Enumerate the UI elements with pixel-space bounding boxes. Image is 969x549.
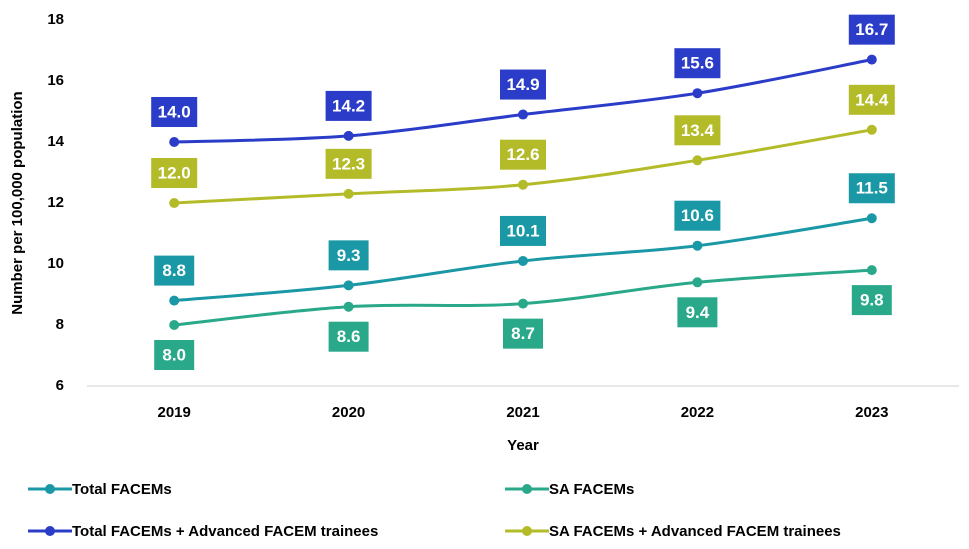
x-tick-label: 2019	[158, 404, 191, 421]
x-tick-label: 2023	[855, 404, 888, 421]
series-line	[174, 268, 872, 327]
data-label-box	[674, 200, 721, 231]
legend-marker	[45, 526, 55, 536]
y-tick-label: 8	[56, 316, 64, 333]
data-label-box	[500, 215, 546, 246]
data-label: 12.0	[158, 163, 191, 182]
data-label-box	[677, 297, 718, 328]
data-point	[866, 124, 877, 135]
data-label: 8.7	[511, 324, 535, 343]
y-tick-label: 6	[56, 377, 64, 394]
data-label-box	[154, 255, 195, 286]
data-label-box	[848, 14, 895, 45]
data-point	[518, 109, 528, 120]
data-label: 8.8	[162, 261, 186, 280]
data-label: 8.6	[337, 327, 361, 346]
data-point	[169, 137, 180, 147]
data-label-box	[674, 115, 721, 146]
data-label: 14.4	[855, 90, 889, 109]
x-tick-label: 2021	[506, 404, 539, 421]
data-point	[343, 301, 354, 312]
data-point	[692, 88, 703, 99]
x-tick-label: 2022	[681, 404, 714, 421]
data-point	[518, 179, 528, 190]
y-tick-label: 16	[47, 72, 64, 89]
data-point	[169, 198, 180, 208]
legend-label: SA FACEMs	[549, 481, 634, 498]
data-point	[692, 277, 703, 288]
data-label: 8.0	[162, 345, 186, 364]
data-label: 10.1	[506, 221, 539, 240]
data-point	[169, 295, 180, 306]
data-label-box	[500, 69, 546, 100]
data-label-box	[154, 340, 195, 370]
data-point	[518, 298, 528, 309]
data-label-box	[848, 84, 895, 115]
y-tick-label: 10	[47, 255, 64, 272]
y-tick-label: 14	[47, 133, 64, 150]
data-label: 9.4	[686, 303, 710, 322]
data-label: 15.6	[681, 54, 714, 73]
data-label: 11.5	[856, 179, 888, 198]
x-tick-label: 2020	[332, 404, 365, 421]
data-label: 9.8	[860, 291, 884, 310]
data-label-box	[848, 173, 895, 204]
data-label: 14.9	[506, 75, 539, 94]
legend-label: Total FACEMs + Advanced FACEM trainees	[72, 523, 378, 540]
data-label-box	[151, 158, 198, 188]
data-label-box	[674, 48, 721, 79]
data-label-box	[851, 285, 892, 316]
legend-marker	[522, 526, 532, 536]
legend-marker	[45, 484, 55, 494]
legend-label: Total FACEMs	[72, 481, 172, 498]
data-label-box	[151, 97, 198, 127]
data-point	[343, 280, 354, 291]
data-label-box	[328, 240, 369, 271]
data-label-box	[325, 90, 372, 121]
legend-label: SA FACEMs + Advanced FACEM trainees	[549, 523, 841, 540]
data-point	[692, 155, 703, 166]
data-label-box	[500, 139, 546, 170]
data-point	[866, 54, 877, 65]
data-label-box	[325, 148, 372, 179]
y-tick-label: 12	[47, 194, 64, 211]
data-label: 12.3	[332, 154, 365, 173]
data-point	[866, 213, 877, 224]
data-label: 14.2	[332, 96, 365, 115]
y-axis-title: Number per 100,000 population	[9, 91, 26, 314]
data-label: 16.7	[855, 20, 888, 39]
data-label: 13.4	[681, 121, 715, 140]
data-point	[343, 188, 354, 199]
data-point	[518, 255, 528, 266]
data-label-box	[503, 318, 543, 349]
data-label: 14.0	[158, 102, 191, 121]
legend-marker	[522, 484, 532, 494]
data-point	[169, 320, 180, 330]
data-label-box	[328, 321, 369, 352]
data-point	[866, 265, 877, 276]
data-label: 10.6	[681, 206, 714, 225]
data-point	[692, 240, 703, 251]
data-point	[343, 130, 354, 141]
data-label: 9.3	[337, 246, 361, 265]
data-label: 12.6	[506, 145, 539, 164]
x-axis-title: Year	[507, 437, 539, 454]
y-tick-label: 18	[47, 11, 64, 28]
